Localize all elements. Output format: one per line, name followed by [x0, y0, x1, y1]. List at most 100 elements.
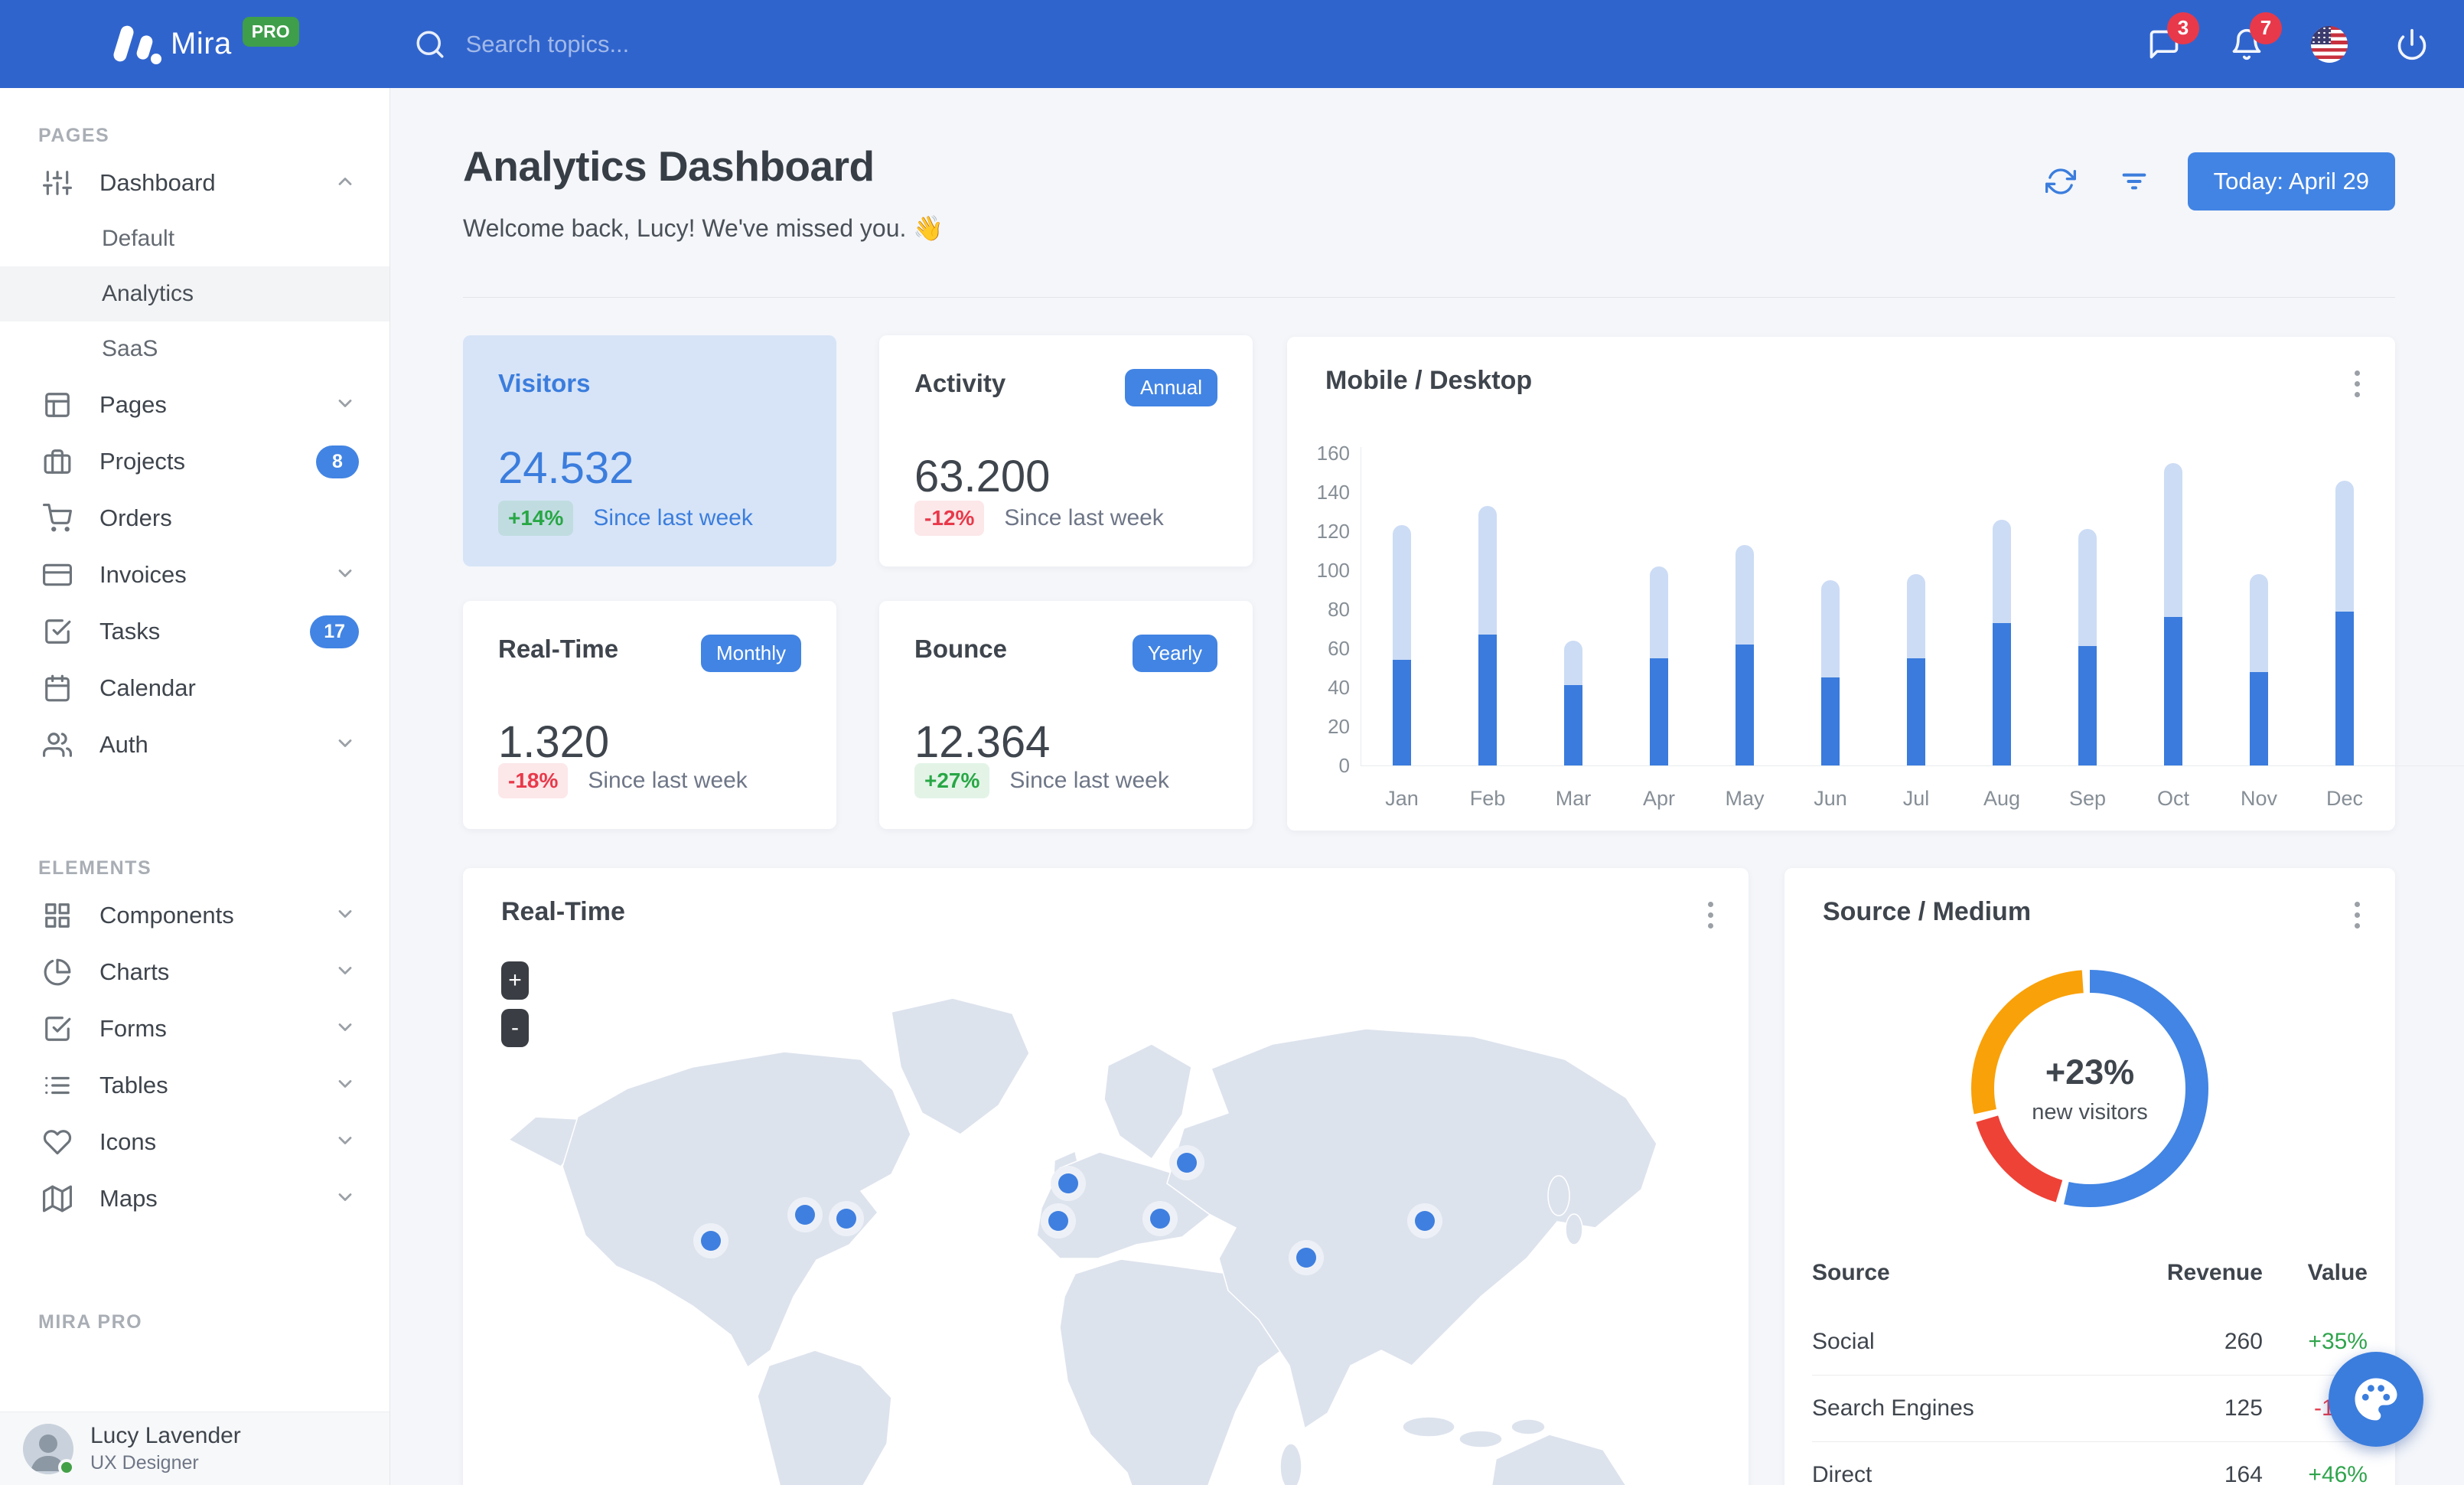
y-axis-tick: 120: [1316, 520, 1350, 543]
value-cell: +46%: [2262, 1441, 2368, 1485]
world-map: [508, 997, 1657, 1485]
messages-button[interactable]: 3: [2144, 11, 2199, 64]
stacked-bar-chart: 160 140 120 100 80 60 40 20 0 Jan Feb Mar Apr May Jun J…: [1287, 337, 2464, 831]
bar-desktop-segment: [1478, 635, 1497, 765]
sidebar-item-orders[interactable]: Orders: [0, 490, 389, 547]
kebab-menu-icon[interactable]: [2350, 366, 2365, 402]
refresh-icon: [2045, 168, 2076, 194]
map-marker: [829, 1201, 864, 1236]
map-zoom-out-button[interactable]: -: [501, 1009, 529, 1047]
source-table: Source Revenue Value Social 260 +35% Search E…: [1812, 1249, 2368, 1485]
delta-chip: +14%: [498, 501, 574, 536]
period-badge: Monthly: [700, 635, 801, 672]
online-status-dot: [58, 1458, 75, 1476]
sidebar-item-tables[interactable]: Tables: [0, 1057, 389, 1114]
bar-desktop-segment: [2250, 671, 2268, 765]
list-icon: [45, 1076, 70, 1095]
x-axis-label: Nov: [2240, 787, 2277, 810]
notifications-button[interactable]: 7: [2227, 11, 2282, 64]
source-cell: Social: [1812, 1329, 1875, 1354]
bar-desktop-segment: [1736, 644, 1754, 765]
header-divider: [463, 297, 2395, 298]
search-input[interactable]: [465, 30, 849, 58]
map-marker: [1041, 1203, 1076, 1239]
sidebar-item-invoices[interactable]: Invoices: [0, 547, 389, 603]
theme-settings-fab[interactable]: [2329, 1352, 2423, 1447]
chevron-down-icon: [334, 563, 356, 588]
pro-badge: PRO: [242, 17, 299, 47]
kebab-menu-icon[interactable]: [1703, 897, 1718, 933]
sidebar-item-charts[interactable]: Charts: [0, 944, 389, 1000]
filter-button[interactable]: [2114, 162, 2154, 201]
brand[interactable]: Mira PRO: [111, 17, 299, 67]
x-axis-label: Aug: [1983, 787, 2021, 810]
y-axis-tick: 40: [1328, 676, 1350, 699]
power-icon: [2397, 28, 2427, 60]
sidebar-item-projects[interactable]: Projects 8: [0, 433, 389, 490]
stat-caption: Since last week: [1004, 505, 1164, 530]
sidebar-item-pages[interactable]: Pages: [0, 377, 389, 433]
sidebar-item-calendar[interactable]: Calendar: [0, 660, 389, 716]
stat-title: Bounce: [914, 635, 1008, 663]
revenue-cell: 125: [2095, 1375, 2263, 1442]
sidebar-subitem-analytics[interactable]: Analytics: [0, 266, 389, 321]
bar-desktop-segment: [1821, 677, 1840, 765]
x-axis-label: Sep: [2068, 787, 2107, 810]
x-axis-label: May: [1725, 787, 1765, 810]
kebab-menu-icon[interactable]: [2350, 897, 2365, 933]
date-range-button[interactable]: Today: April 29: [2187, 152, 2395, 211]
table-row: Social 260 +35%: [1812, 1309, 2368, 1376]
indonesia: [1402, 1416, 1455, 1438]
sidebar-subitem-default[interactable]: Default: [102, 226, 175, 251]
source-cell: Direct: [1812, 1441, 2096, 1485]
source-cell: Search Engines: [1812, 1375, 2096, 1442]
sidebar-item-forms[interactable]: Forms: [0, 1000, 389, 1057]
calendar-icon: [45, 674, 70, 702]
notifications-count-badge: 7: [2250, 11, 2282, 44]
map-marker: [1289, 1240, 1324, 1275]
x-axis-label: Apr: [1642, 787, 1676, 810]
source-card-title: Source / Medium: [1823, 897, 2032, 926]
sidebar-section-label: MIRA PRO: [38, 1311, 143, 1333]
map-zoom-in-button[interactable]: +: [501, 961, 529, 1000]
navbar-search: [414, 28, 849, 60]
sign-out-button[interactable]: [2392, 24, 2432, 64]
map-marker: [787, 1197, 823, 1232]
indonesia: [1459, 1430, 1503, 1448]
map-marker: [1142, 1201, 1178, 1236]
bar-desktop-segment: [2078, 646, 2097, 765]
sidebar-item-tasks[interactable]: Tasks 17: [0, 603, 389, 660]
stat-card-visitors: Visitors 24.532 +14% Since last week: [463, 335, 836, 566]
sidebar-section-label: PAGES: [38, 125, 110, 146]
sidebar-item-components[interactable]: Components: [0, 887, 389, 944]
pie-chart-icon: [44, 958, 71, 986]
indonesia: [1511, 1418, 1546, 1435]
bell-icon: [2232, 28, 2261, 60]
donut-slice-orange-segment: [1971, 970, 2208, 1207]
map-marker: [693, 1223, 728, 1258]
stat-caption: Since last week: [1009, 768, 1169, 793]
language-button[interactable]: [2309, 24, 2349, 64]
chevron-down-icon: [334, 1130, 356, 1155]
scandinavia: [1103, 1043, 1192, 1160]
sliders-icon: [43, 171, 72, 195]
madagascar: [1279, 1443, 1302, 1485]
chevron-up-icon: [334, 171, 356, 196]
stat-title: Activity: [914, 369, 1006, 397]
y-axis-tick: 100: [1316, 559, 1350, 582]
grid-icon: [45, 903, 70, 928]
sidebar-item-maps[interactable]: Maps: [0, 1170, 389, 1227]
sidebar-item-auth[interactable]: Auth: [0, 716, 389, 773]
sidebar-nav: PAGES Dashboard Default Analytics SaaS Pages P…: [0, 125, 389, 1333]
refresh-button[interactable]: [2041, 162, 2081, 201]
stat-title: Real-Time: [498, 635, 619, 663]
sidebar-item-icons[interactable]: Icons: [0, 1114, 389, 1170]
sidebar-item-dashboard[interactable]: Dashboard: [0, 155, 389, 211]
sidebar-user[interactable]: Lucy Lavender UX Designer: [0, 1412, 389, 1485]
x-axis-label: Mar: [1555, 787, 1592, 810]
sidebar-subitem-saas[interactable]: SaaS: [102, 336, 158, 361]
chevron-down-icon: [334, 1073, 356, 1098]
briefcase-icon: [44, 449, 71, 474]
